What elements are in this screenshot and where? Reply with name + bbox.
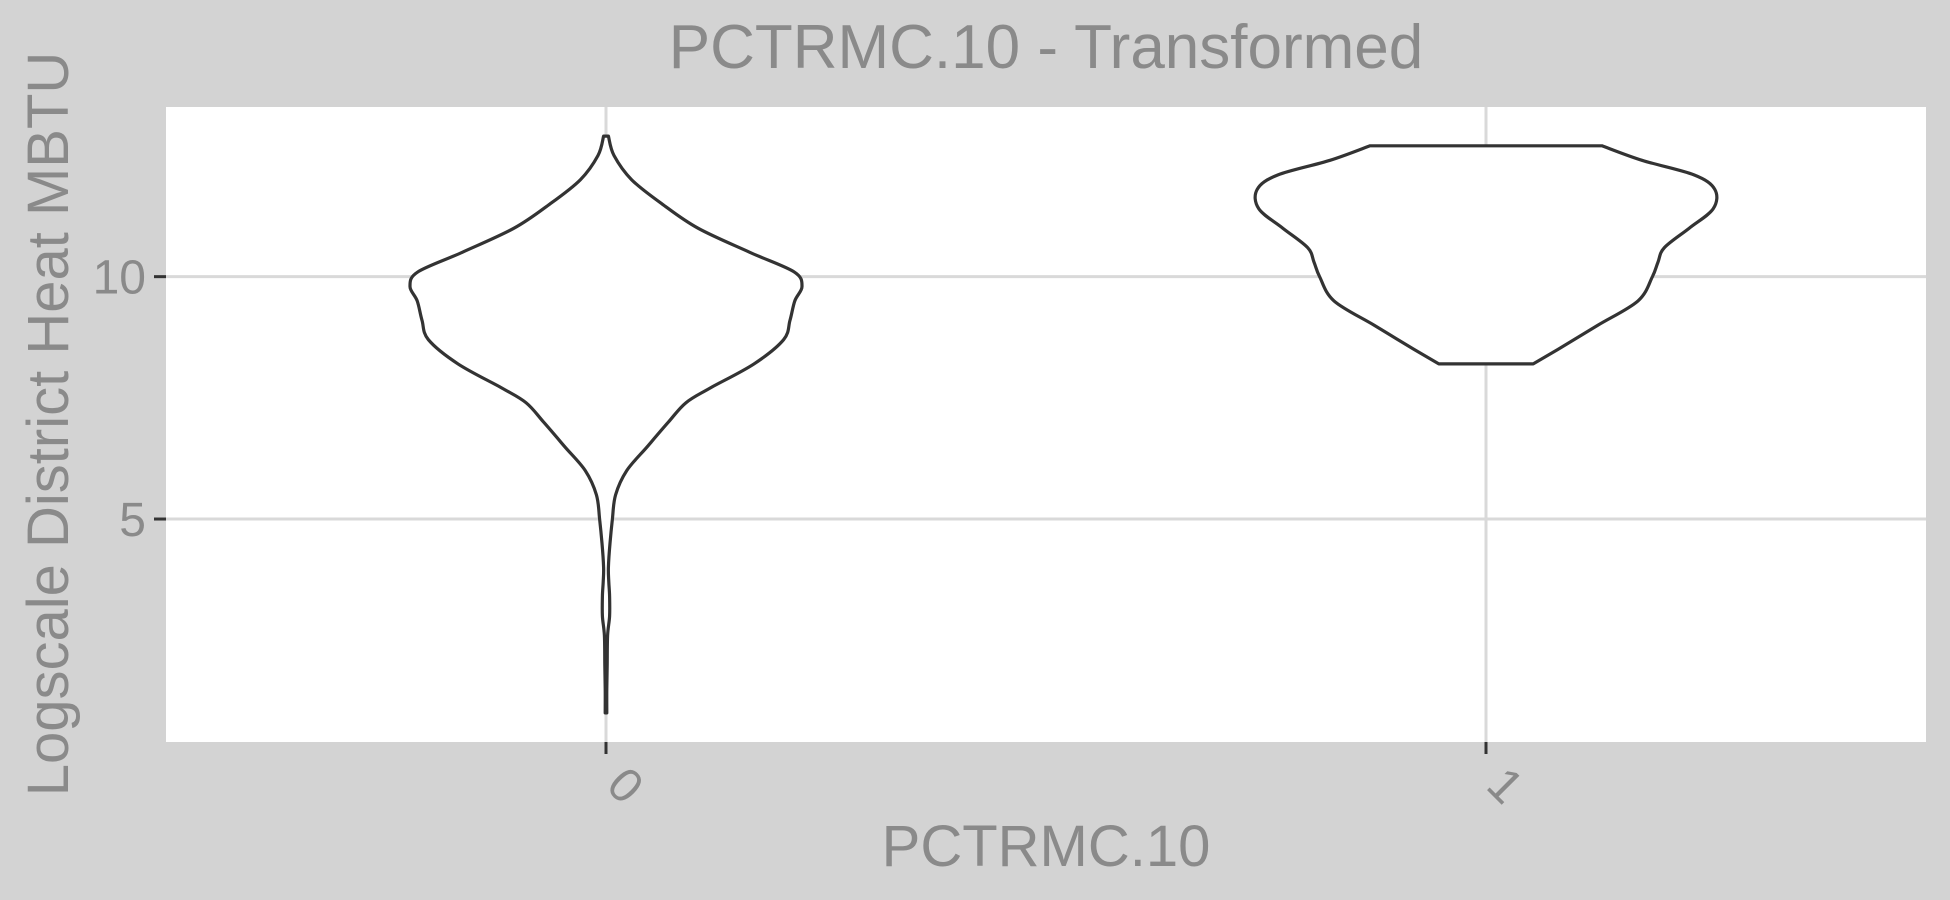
y-axis-title: Logscale District Heat MBTU xyxy=(16,52,81,797)
violin-1 xyxy=(1253,144,1719,366)
chart-title: PCTRMC.10 - Transformed xyxy=(669,13,1424,82)
y-tick-label-10: 10 xyxy=(93,252,146,305)
y-tick-label-5: 5 xyxy=(119,494,146,547)
x-axis-title: PCTRMC.10 xyxy=(882,814,1211,879)
violin-0 xyxy=(408,134,804,715)
violins xyxy=(408,134,1719,715)
